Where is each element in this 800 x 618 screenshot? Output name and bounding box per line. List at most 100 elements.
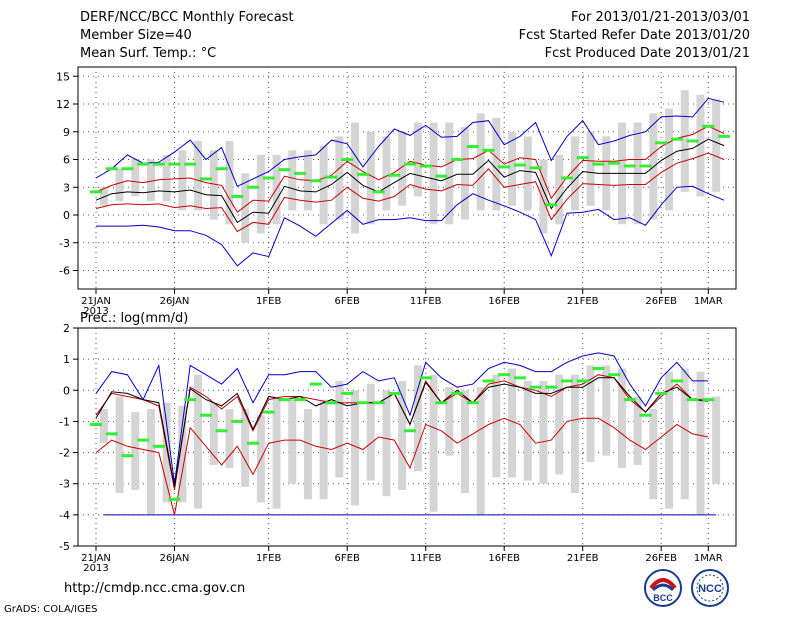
y-tick-label: 12 bbox=[56, 98, 70, 111]
spread-box bbox=[712, 396, 721, 484]
lower-percentile-line bbox=[95, 417, 709, 516]
y-tick-label: 2 bbox=[63, 322, 70, 335]
x-tick-label: 1FEB bbox=[256, 296, 281, 307]
spread-box bbox=[555, 374, 564, 475]
bcc-logo-icon: BCC bbox=[644, 569, 682, 607]
x-tick-label: 21JAN bbox=[81, 296, 111, 307]
x-tick-label: 6FEB bbox=[335, 296, 360, 307]
upper-percentile-line bbox=[95, 125, 725, 213]
panel-frame bbox=[77, 66, 737, 290]
spread-box bbox=[413, 365, 422, 472]
chart-title: DERF/NCC/BCC Monthly Forecast bbox=[80, 10, 294, 25]
spread-box bbox=[429, 374, 438, 512]
y-tick-label: 6 bbox=[63, 154, 70, 167]
x-tick-label: 16FEB bbox=[488, 296, 520, 307]
spread-box bbox=[162, 154, 171, 202]
min-line bbox=[96, 185, 725, 267]
spread-box bbox=[476, 113, 485, 211]
spread-box bbox=[570, 374, 579, 494]
spread-box bbox=[523, 380, 532, 481]
spread-box bbox=[570, 136, 579, 211]
spread-box bbox=[696, 94, 705, 197]
y-tick-label: -3 bbox=[59, 237, 70, 250]
precip-panel-title: Prec.: log(mm/d) bbox=[80, 311, 188, 326]
spread-box bbox=[146, 159, 155, 202]
spread-box bbox=[115, 396, 124, 494]
spread-box bbox=[351, 122, 360, 234]
spread-box bbox=[162, 402, 171, 503]
spread-box bbox=[633, 396, 642, 466]
spread-box bbox=[178, 405, 187, 503]
spread-box bbox=[382, 390, 391, 497]
footer-url[interactable]: http://cmdp.ncc.cma.gov.cn bbox=[64, 581, 246, 596]
spread-box bbox=[649, 408, 658, 500]
member-size: Member Size=40 bbox=[80, 28, 192, 43]
x-tick-label: 21JAN bbox=[81, 553, 111, 564]
header-right: For 2013/01/21-2013/03/01 Fcst Started R… bbox=[519, 9, 750, 63]
x-tick-label: 11FEB bbox=[410, 553, 442, 564]
x-tick-label: 26FEB bbox=[645, 296, 677, 307]
y-tick-label: -3 bbox=[59, 478, 70, 491]
spread-box bbox=[398, 380, 407, 490]
spread-box bbox=[131, 159, 140, 197]
spread-box bbox=[680, 368, 689, 500]
spread-box bbox=[241, 408, 250, 487]
spread-box bbox=[225, 408, 234, 469]
x-tick-label: 1MAR bbox=[694, 553, 723, 564]
y-tick-label: -6 bbox=[59, 265, 70, 278]
spread-box bbox=[586, 131, 595, 206]
spread-box bbox=[492, 374, 501, 478]
spread-box bbox=[539, 159, 548, 234]
spread-box bbox=[225, 141, 234, 225]
spread-box bbox=[398, 131, 407, 206]
produced-date: Fcst Produced Date 2013/01/21 bbox=[544, 46, 750, 61]
x-tick-label: 1FEB bbox=[256, 553, 281, 564]
spread-box bbox=[115, 168, 124, 202]
spread-box bbox=[178, 150, 187, 211]
spread-box bbox=[665, 108, 674, 211]
x-tick-label: 1MAR bbox=[694, 296, 723, 307]
started-refer-date: Fcst Started Refer Date 2013/01/20 bbox=[518, 28, 750, 43]
spread-box bbox=[272, 396, 281, 509]
spread-box bbox=[508, 368, 517, 478]
spread-box bbox=[555, 154, 564, 225]
spread-box bbox=[382, 136, 391, 211]
spread-box bbox=[319, 399, 328, 500]
spread-box bbox=[146, 408, 155, 515]
spread-box bbox=[508, 131, 517, 206]
spread-box bbox=[602, 365, 611, 456]
y-tick-label: -1 bbox=[59, 415, 70, 428]
spread-box bbox=[209, 402, 218, 466]
spread-box bbox=[617, 368, 626, 469]
spread-box bbox=[445, 387, 454, 456]
y-tick-label: 15 bbox=[56, 70, 70, 83]
ensemble-mean-line bbox=[95, 138, 725, 224]
variable-label: Mean Surf. Temp.: °C bbox=[80, 46, 217, 61]
ncc-logo-icon: NCC bbox=[691, 569, 729, 607]
x-tick-label: 21FEB bbox=[567, 296, 599, 307]
spread-box bbox=[445, 122, 454, 225]
spread-box bbox=[319, 145, 328, 225]
spread-box bbox=[303, 408, 312, 500]
spread-box bbox=[131, 412, 140, 490]
spread-box bbox=[492, 117, 501, 211]
panel-frame bbox=[77, 327, 737, 547]
footer-credit: GrADS: COLA/IGES bbox=[4, 604, 98, 615]
spread-box bbox=[194, 374, 203, 509]
ensemble-mean-line bbox=[95, 377, 709, 487]
spread-box bbox=[539, 380, 548, 484]
max-line bbox=[95, 97, 725, 187]
spread-box bbox=[429, 122, 438, 225]
lower-percentile-line bbox=[95, 152, 725, 233]
y-tick-label: -5 bbox=[59, 540, 70, 553]
spread-box bbox=[194, 141, 203, 211]
y-tick-label: 3 bbox=[63, 181, 70, 194]
x-tick-sublabel: 2013 bbox=[83, 306, 108, 317]
y-tick-label: -4 bbox=[59, 509, 70, 522]
spread-box bbox=[99, 408, 108, 444]
spread-box bbox=[335, 380, 344, 478]
x-tick-label: 26FEB bbox=[645, 553, 677, 564]
spread-box bbox=[413, 122, 422, 197]
ncc-logo-text: NCC bbox=[698, 583, 722, 595]
